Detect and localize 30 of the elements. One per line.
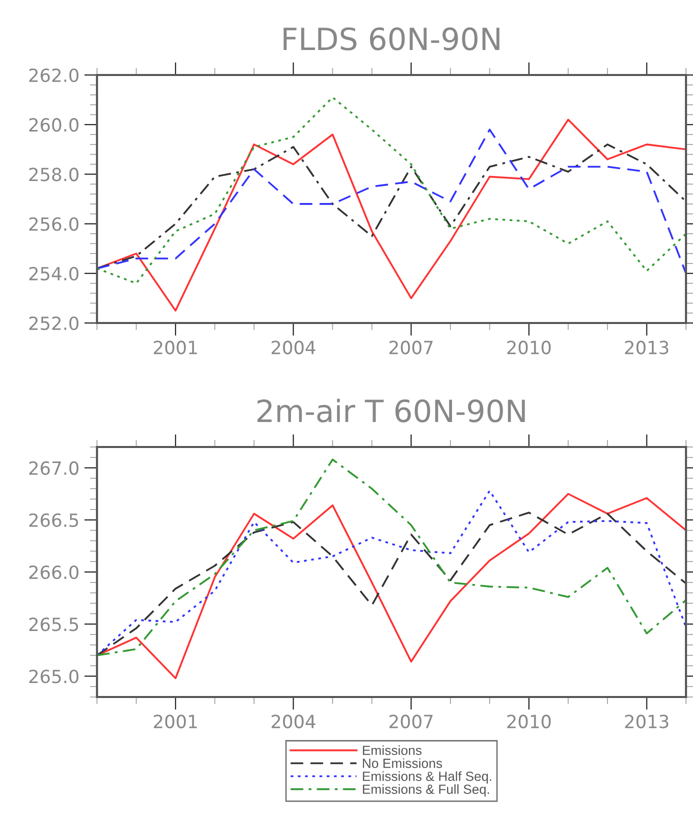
y-tick-label: 265.5 xyxy=(29,618,78,632)
legend-label: Emissions & Half Seq. xyxy=(362,771,492,784)
y-tick-label: 258.0 xyxy=(29,168,78,182)
x-tick-label: 2010 xyxy=(507,340,551,354)
chart-title: 2m-air T 60N-90N xyxy=(257,398,525,422)
y-tick-label: 266.5 xyxy=(29,513,78,528)
y-tick-label: 266.0 xyxy=(29,565,78,580)
legend-label: Emissions & Full Seq. xyxy=(362,784,489,797)
legend-label: No Emissions xyxy=(362,758,442,768)
x-tick-label: 2004 xyxy=(272,340,316,354)
y-tick-label: 267.0 xyxy=(29,461,78,475)
x-tick-label: 2007 xyxy=(389,340,433,354)
x-tick-label: 2007 xyxy=(389,714,433,728)
x-tick-label: 2013 xyxy=(625,340,668,354)
y-tick-label: 254.0 xyxy=(29,266,78,281)
x-tick-label: 2010 xyxy=(507,714,551,728)
y-tick-label: 256.0 xyxy=(29,217,78,231)
line-series xyxy=(97,458,686,656)
x-tick-label: 2013 xyxy=(625,714,668,728)
y-tick-label: 252.0 xyxy=(29,316,78,330)
y-tick-label: 262.0 xyxy=(29,68,78,82)
x-tick-label: 2001 xyxy=(154,340,197,354)
y-tick-label: 265.0 xyxy=(29,670,78,684)
line-series xyxy=(97,118,686,312)
x-tick-label: 2001 xyxy=(154,714,197,728)
x-tick-label: 2004 xyxy=(272,714,316,728)
y-tick-label: 260.0 xyxy=(29,118,78,132)
chart-title: FLDS 60N-90N xyxy=(284,27,500,50)
legend-label: Emissions xyxy=(362,745,422,756)
line-series xyxy=(97,96,686,284)
